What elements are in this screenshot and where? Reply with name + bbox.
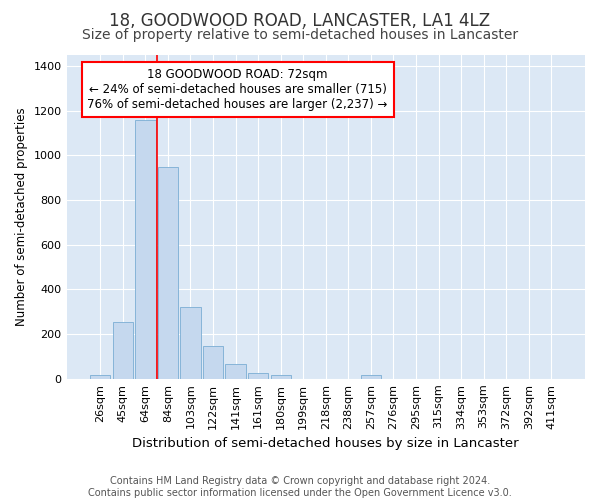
Bar xyxy=(135,120,155,379)
Bar xyxy=(203,346,223,379)
Bar xyxy=(361,376,381,379)
Text: Size of property relative to semi-detached houses in Lancaster: Size of property relative to semi-detach… xyxy=(82,28,518,42)
Bar xyxy=(158,166,178,379)
Bar xyxy=(90,376,110,379)
Text: 18, GOODWOOD ROAD, LANCASTER, LA1 4LZ: 18, GOODWOOD ROAD, LANCASTER, LA1 4LZ xyxy=(109,12,491,30)
Y-axis label: Number of semi-detached properties: Number of semi-detached properties xyxy=(15,108,28,326)
Text: Contains HM Land Registry data © Crown copyright and database right 2024.
Contai: Contains HM Land Registry data © Crown c… xyxy=(88,476,512,498)
Text: 18 GOODWOOD ROAD: 72sqm
← 24% of semi-detached houses are smaller (715)
76% of s: 18 GOODWOOD ROAD: 72sqm ← 24% of semi-de… xyxy=(88,68,388,111)
Bar xyxy=(271,376,291,379)
X-axis label: Distribution of semi-detached houses by size in Lancaster: Distribution of semi-detached houses by … xyxy=(133,437,519,450)
Bar xyxy=(226,364,246,379)
Bar xyxy=(248,373,268,379)
Bar xyxy=(181,308,200,379)
Bar xyxy=(113,322,133,379)
